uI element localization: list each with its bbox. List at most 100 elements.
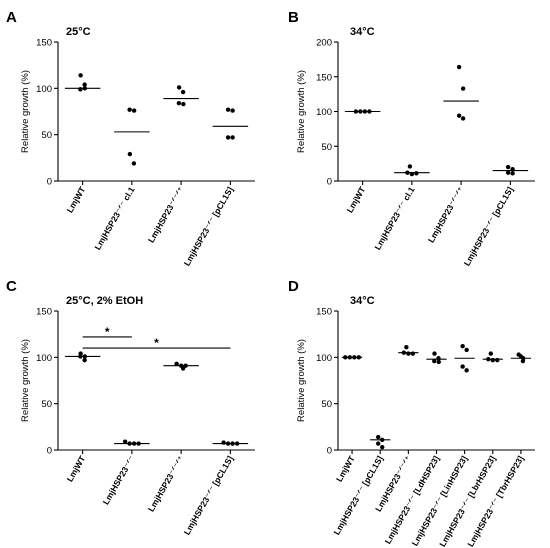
panel-d-condition: 34°C: [350, 295, 375, 307]
panel-d-data-point: [436, 356, 441, 361]
panel-a-data-point: [82, 82, 87, 87]
panel-d-category-label: LmjHSP23⁻ᐟ⁻ [TbrHSP23]: [465, 454, 525, 548]
panel-c-letter: C: [6, 278, 17, 295]
panel-b-category-label: LmjHSP23⁻ᐟ⁻ cl.1: [372, 185, 416, 252]
panel-c: C 25°C, 2% EtOH 0 50 100 150 Relative growth (…: [6, 278, 255, 537]
panel-d-category-label: LmjWT: [334, 453, 357, 483]
panel-a-y-axis-label: Relative growth (%): [20, 70, 31, 153]
panel-b-data-point: [510, 171, 515, 176]
panel-a-letter: A: [6, 9, 17, 26]
panel-d-category-label: LmjHSP23⁻ᐟ⁻ [LbrHSP23]: [437, 454, 497, 548]
panel-d-data-point: [460, 364, 465, 369]
panel-c-data-point: [82, 357, 87, 363]
panel-d-data-point: [347, 355, 353, 360]
panel-c-significance-star: *: [105, 325, 110, 339]
panel-b-y-axis-label: Relative growth (%): [296, 70, 307, 153]
panel-b-data-point: [414, 171, 419, 176]
panel-a-data-point: [181, 101, 186, 107]
panel-a-data-point: [82, 86, 88, 91]
panel-c-significance-star: *: [154, 336, 159, 350]
panel-a-data-point: [225, 135, 231, 140]
panel-c-category-label: LmjWT: [65, 453, 88, 483]
panel-a-y-tick-label: 100: [36, 84, 52, 95]
panel-a-data-point: [127, 107, 132, 112]
panel-b: B 34°C 0 50 100 150 200 Relative growth (%) LmjW…: [288, 9, 535, 268]
panel-b-data-point: [358, 109, 363, 114]
panel-c-data-point: [82, 354, 88, 359]
panel-d-data-point: [488, 351, 493, 356]
panel-c-data-point: [225, 441, 231, 446]
panel-b-data-point: [505, 164, 511, 170]
panel-c-y-axis-label: Relative growth (%): [20, 339, 31, 422]
panel-a-data-point: [78, 87, 83, 92]
panel-a-data-point: [180, 89, 186, 95]
panel-b-y-tick-label: 150: [316, 72, 332, 83]
panel-b-y-tick-label: 200: [316, 38, 332, 49]
panel-d-data-point: [343, 355, 348, 360]
panel-a-condition: 25°C: [66, 26, 91, 38]
panel-c-data-point: [131, 441, 137, 446]
panel-d-data-point: [410, 351, 416, 356]
panel-c-data-point: [78, 354, 83, 359]
panel-a-category-label: LmjHSP23⁻ᐟ⁻ᐟ⁺: [146, 185, 186, 244]
panel-c-y-tick-label: 100: [36, 353, 52, 364]
panel-c-category-label: LmjHSP23⁻ᐟ⁻: [101, 454, 137, 506]
panel-b-data-point: [407, 164, 413, 169]
panel-d-data-point: [401, 350, 407, 355]
panel-c-data-point: [122, 439, 128, 444]
panel-b-y-tick-label: 50: [321, 142, 332, 153]
panel-c-data-point: [180, 366, 186, 371]
panel-d-data-point: [460, 344, 465, 349]
panel-c-data-point: [174, 361, 179, 367]
panel-d-letter: D: [288, 278, 299, 295]
panel-b-data-point: [505, 170, 511, 175]
panel-a-data-point: [230, 135, 235, 140]
panel-d-y-tick-label: 100: [316, 353, 332, 364]
panel-d-data-point: [406, 351, 411, 356]
panel-b-category-label: LmjWT: [345, 184, 368, 214]
panel-b-data-point: [456, 64, 462, 70]
panel-c-y-tick-label: 50: [41, 399, 52, 410]
panel-b-data-point: [367, 109, 372, 114]
panel-c-y-tick-label: 0: [47, 446, 52, 457]
panel-d-data-point: [490, 357, 495, 363]
panel-a-data-point: [176, 85, 182, 90]
panel-b-data-point: [409, 171, 415, 177]
panel-b-data-point: [456, 113, 462, 118]
panel-c-category-label: LmjHSP23⁻ᐟ⁻ᐟ⁺: [146, 454, 186, 513]
panel-b-y-tick-label: 100: [316, 107, 332, 118]
panel-d-y-tick-label: 50: [321, 399, 332, 410]
panel-d-data-point: [432, 358, 437, 364]
panel-d-data-point: [486, 356, 491, 362]
panel-c-condition: 25°C, 2% EtOH: [66, 295, 143, 307]
panel-a-y-tick-label: 150: [36, 38, 52, 49]
panel-a-data-point: [78, 73, 83, 78]
panel-d-data-point: [432, 351, 437, 356]
panel-a-data-point: [131, 108, 137, 113]
panel-a-category-label: LmjHSP23⁻ᐟ⁻ [pCL1S]: [182, 185, 236, 268]
panel-d-y-axis-label: Relative growth (%): [296, 339, 307, 422]
panel-d-category-label: LmjHSP23⁻ᐟ⁻ [pCL1S]: [331, 454, 385, 537]
panel-a-data-point: [127, 151, 133, 157]
panel-d-data-point: [404, 344, 409, 350]
panel-d-data-point: [464, 368, 469, 373]
panel-d-data-point: [436, 359, 441, 365]
panel-b-category-label: LmjHSP23⁻ᐟ⁻ᐟ⁺: [426, 185, 466, 244]
panel-d-y-tick-label: 150: [316, 307, 332, 318]
panel-a-y-tick-label: 50: [41, 130, 52, 141]
panel-d-data-point: [495, 357, 500, 363]
panel-d-data-point: [356, 355, 362, 360]
panel-b-data-point: [510, 166, 515, 172]
panel-a-y-tick-label: 0: [47, 177, 52, 188]
panel-b-letter: B: [288, 9, 299, 26]
panel-a-data-point: [176, 100, 182, 106]
panel-c-y-tick-label: 150: [36, 307, 52, 318]
panel-c-data-point: [221, 440, 226, 445]
panel-c-data-point: [230, 441, 235, 446]
panel-a-data-point: [131, 161, 137, 166]
panel-d-data-point: [376, 434, 381, 440]
panel-c-data-point: [127, 441, 132, 446]
